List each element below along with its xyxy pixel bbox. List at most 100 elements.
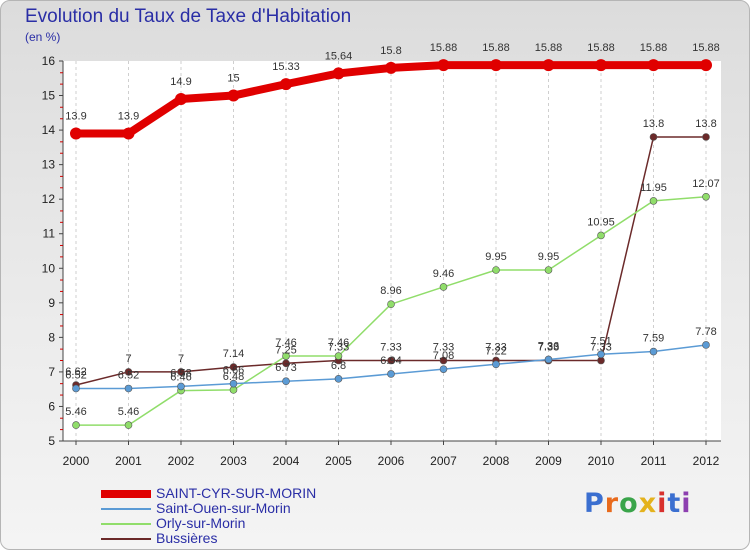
data-label-2: 7.46: [275, 337, 296, 349]
data-label-1: 7.51: [590, 335, 611, 347]
y-tick-label: 14: [42, 123, 56, 137]
data-label-1: 6.8: [331, 360, 346, 372]
data-point-1: [229, 379, 238, 388]
legend-label: Saint-Ouen-sur-Morin: [156, 500, 291, 516]
data-point-2: [439, 283, 448, 291]
data-label-1: 6.66: [223, 365, 244, 377]
y-tick-label: 15: [42, 89, 56, 103]
data-label-2: 6.46: [170, 372, 191, 384]
data-label-3: 7.33: [433, 342, 454, 354]
data-label-1: 7.08: [433, 350, 454, 362]
data-label-0: 15.88: [430, 42, 458, 54]
data-label-0: 15: [227, 73, 239, 85]
data-label-3: 7.14: [223, 348, 244, 360]
data-point-2: [387, 300, 395, 309]
data-point-1: [439, 365, 448, 373]
data-point-0: [490, 59, 502, 72]
legend-swatch: [101, 538, 151, 540]
data-point-0: [70, 127, 82, 140]
data-label-3: 7.33: [328, 342, 349, 354]
data-point-2: [334, 352, 343, 360]
data-label-0: 15.88: [640, 42, 668, 54]
data-point-1: [597, 350, 605, 359]
data-point-2: [544, 266, 553, 274]
data-point-1: [72, 384, 80, 393]
data-point-3: [124, 368, 133, 376]
x-tick-label: 2001: [115, 454, 142, 468]
y-tick-label: 11: [43, 227, 56, 241]
x-tick-label: 2009: [535, 454, 562, 468]
data-label-2: 8.96: [380, 285, 401, 297]
data-point-0: [647, 59, 660, 72]
data-label-2: 11.95: [640, 182, 667, 194]
proxiti-logo: Proxiti: [584, 488, 692, 519]
y-tick-label: 13: [42, 158, 56, 172]
data-point-1: [544, 355, 553, 364]
y-tick-label: 12: [42, 192, 56, 206]
data-point-0: [542, 59, 555, 72]
data-point-1: [387, 370, 395, 378]
data-label-2: 9.95: [485, 251, 506, 263]
y-tick-label: 7: [48, 365, 55, 379]
data-label-2: 12.07: [692, 178, 720, 190]
data-point-2: [649, 197, 658, 205]
axes: 5 6 7 8 9 10 11 12 13 14 15 16 2000 2001 2002 2003 2004 2…: [42, 54, 721, 468]
data-label-2: 9.46: [433, 268, 454, 280]
data-label-0: 15.88: [535, 42, 563, 54]
logo-letter: x: [638, 488, 658, 519]
data-label-3: 7.33: [485, 342, 506, 354]
data-label-3: 7.25: [275, 344, 296, 356]
data-label-3: 7: [125, 353, 131, 365]
data-point-0: [437, 59, 450, 72]
data-point-1: [334, 375, 343, 383]
data-label-2: 6.48: [223, 371, 244, 383]
data-label-2: 7.46: [328, 337, 349, 349]
x-tick-label: 2006: [378, 454, 405, 468]
data-label-2: 5.46: [65, 406, 86, 418]
legend-swatch: [101, 523, 151, 525]
data-point-1: [282, 377, 290, 386]
data-point-3: [439, 356, 448, 365]
data-label-0: 13.9: [65, 111, 86, 123]
x-tick-label: 2012: [693, 454, 720, 468]
chart-unit-label: (en %): [25, 30, 61, 44]
data-point-3: [229, 363, 238, 371]
y-tick-label: 16: [42, 54, 56, 68]
series-lines: [70, 59, 712, 429]
grid: [63, 61, 721, 441]
data-point-3: [649, 133, 658, 141]
data-point-0: [227, 89, 240, 102]
data-label-3: 13.8: [695, 118, 716, 130]
data-point-2: [492, 266, 500, 274]
data-point-0: [700, 59, 712, 72]
data-point-0: [595, 59, 607, 72]
data-label-0: 15.88: [482, 42, 510, 54]
data-label-1: 6.52: [118, 369, 139, 381]
data-point-3: [702, 133, 710, 141]
y-tick-label: 6: [48, 399, 55, 413]
data-labels: 13.9 13.9 14.9 15 15.33 15.64 15.8 15.88 15.88 15…: [65, 42, 719, 418]
data-label-0: 15.64: [325, 50, 353, 62]
data-label-1: 7.59: [643, 333, 664, 345]
x-tick-label: 2008: [483, 454, 510, 468]
plot-area: [63, 61, 721, 441]
legend-label: Orly-sur-Morin: [156, 515, 246, 531]
data-label-3: 7.33: [380, 342, 401, 354]
logo-letter: t: [667, 488, 682, 519]
data-point-3: [387, 356, 395, 365]
logo-letter: i: [657, 488, 668, 519]
legend-label: Bussières: [156, 530, 218, 546]
data-label-2: 10.95: [587, 216, 615, 228]
data-point-1: [492, 360, 500, 369]
legend-swatch: [101, 508, 151, 510]
data-label-0: 15.33: [272, 61, 300, 73]
logo-letter: i: [681, 488, 692, 519]
data-point-0: [175, 93, 187, 105]
data-label-3: 7: [178, 353, 184, 365]
data-point-0: [385, 61, 397, 74]
data-label-0: 15.88: [692, 42, 720, 54]
data-label-1: 6.73: [275, 362, 296, 374]
data-label-3: 6.62: [65, 366, 86, 378]
data-point-0: [122, 127, 135, 140]
y-tick-label: 9: [48, 296, 55, 310]
